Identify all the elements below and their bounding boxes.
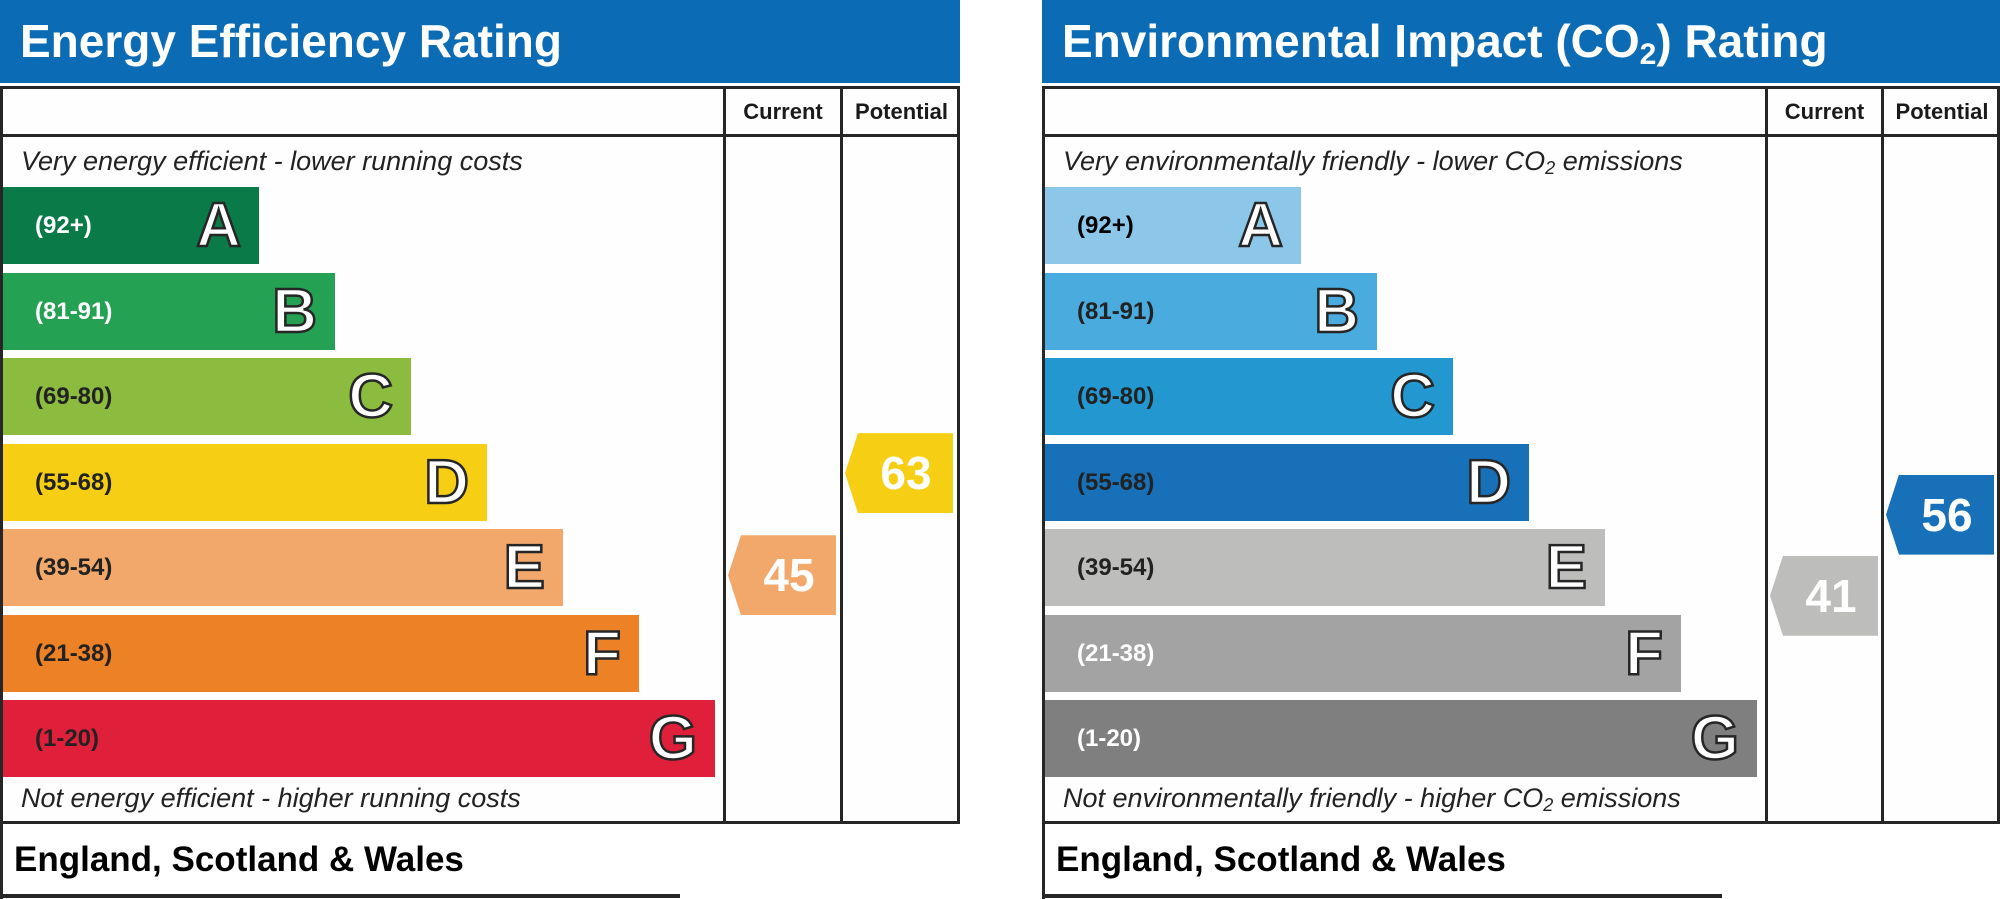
environmental-impact-panel: Environmental Impact (CO2) Rating Curren… (1042, 0, 2000, 899)
potential-rating-arrow: 56 (1886, 474, 1994, 555)
band-range-label: (81-91) (1077, 297, 1155, 325)
band-letter: C (1389, 361, 1436, 433)
band-range-label: (69-80) (35, 383, 113, 410)
band-f: (21-38) F (1045, 614, 1681, 692)
band-c: (69-80) C (1045, 358, 1453, 435)
band-range-label: (92+) (35, 212, 92, 239)
column-header-current: Current (1784, 99, 1865, 124)
band-range-label: (21-38) (1077, 639, 1155, 667)
caption-text: Not environmentally friendly - higher CO (1063, 783, 1544, 813)
column-header-current: Current (743, 99, 823, 124)
band-letter: D (423, 446, 470, 518)
panel-title: Energy Efficiency Rating (0, 0, 960, 83)
region-label: England, Scotland & Wales (14, 840, 464, 879)
band-letter: A (1237, 190, 1284, 262)
band-a: (92+) A (1045, 187, 1301, 264)
band-range-label: (39-54) (1077, 554, 1155, 581)
band-range-label: (21-38) (35, 639, 113, 667)
column-header-potential: Potential (1895, 99, 1989, 124)
band-letter: B (271, 275, 318, 347)
band-letter: G (1690, 703, 1741, 775)
band-letter: E (502, 532, 546, 604)
band-g: (1-20) G (1045, 700, 1757, 777)
rating-grid: Current Potential Very environmentally f… (1042, 86, 2000, 824)
caption-text-end: emissions (1555, 146, 1683, 176)
title-text: Environmental Impact (CO (1062, 15, 1640, 67)
band-e: (39-54) E (1045, 529, 1605, 606)
top-caption: Very energy efficient - lower running co… (21, 146, 523, 176)
title-subscript: 2 (1639, 38, 1657, 71)
column-divider (723, 89, 726, 821)
band-letter: F (582, 617, 622, 689)
band-b: (81-91) B (1045, 272, 1377, 350)
column-divider (1881, 89, 1884, 821)
band-letter: F (1624, 617, 1664, 689)
caption-subscript: 2 (1545, 158, 1556, 178)
top-caption: Very environmentally friendly - lower CO… (1063, 146, 1683, 179)
title-text-end: ) Rating (1656, 15, 1828, 67)
band-c: (69-80) C (3, 358, 411, 435)
band-letter: G (648, 703, 699, 775)
footer-divider (1042, 894, 1722, 898)
footer-edge (1042, 824, 1045, 899)
band-range-label: (39-54) (35, 554, 113, 581)
potential-rating-arrow: 63 (845, 433, 953, 514)
panel-title: Environmental Impact (CO2) Rating (1042, 0, 2000, 83)
energy-efficiency-panel: Energy Efficiency Rating Current Potenti… (0, 0, 960, 899)
footer-edge (0, 824, 3, 899)
band-range-label: (1-20) (35, 725, 100, 752)
band-range-label: (55-68) (35, 468, 113, 496)
column-header-potential: Potential (855, 99, 948, 124)
band-d: (55-68) D (3, 443, 487, 521)
footer-divider (0, 894, 680, 898)
band-range-label: (55-68) (1077, 468, 1155, 496)
band-letter: E (1544, 532, 1588, 604)
current-rating-arrow: 41 (1770, 555, 1878, 636)
region-label: England, Scotland & Wales (1056, 840, 1506, 879)
column-divider (1765, 89, 1768, 821)
band-letter: A (195, 190, 242, 262)
band-range-label: (81-91) (35, 297, 113, 325)
caption-subscript: 2 (1543, 795, 1554, 815)
header-divider (1045, 134, 1997, 137)
band-range-label: (1-20) (1077, 725, 1142, 752)
band-a: (92+) A (3, 187, 259, 264)
band-range-label: (92+) (1077, 212, 1134, 239)
band-e: (39-54) E (3, 529, 563, 606)
band-g: (1-20) G (3, 700, 715, 777)
bottom-caption: Not energy efficient - higher running co… (21, 783, 521, 813)
rating-grid: Current Potential Very energy efficient … (0, 86, 960, 824)
band-letter: C (347, 361, 394, 433)
band-f: (21-38) F (3, 614, 639, 692)
header-divider (3, 134, 957, 137)
bottom-caption: Not environmentally friendly - higher CO… (1063, 783, 1681, 816)
caption-text-end: emissions (1553, 783, 1681, 813)
band-letter: B (1313, 275, 1360, 347)
current-rating-arrow: 45 (728, 535, 836, 616)
caption-text: Very environmentally friendly - lower CO (1063, 146, 1546, 176)
band-range-label: (69-80) (1077, 383, 1155, 410)
band-b: (81-91) B (3, 272, 335, 350)
band-letter: D (1465, 446, 1512, 518)
column-divider (840, 89, 843, 821)
band-d: (55-68) D (1045, 443, 1529, 521)
